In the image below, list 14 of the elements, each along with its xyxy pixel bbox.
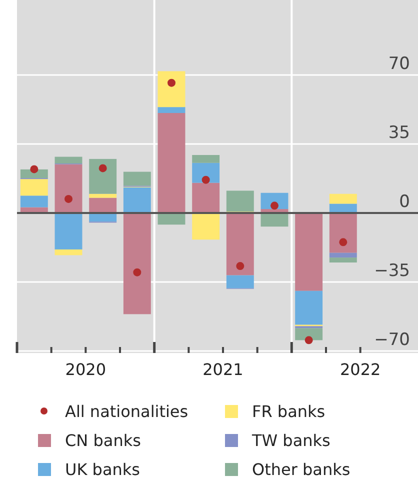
y-tick-label: −35 <box>374 261 410 282</box>
legend-label: CN banks <box>65 431 141 450</box>
legend-label: Other banks <box>252 460 350 479</box>
y-tick-label: 0 <box>399 192 410 212</box>
x-tick-label: 2022 <box>340 360 381 379</box>
legend-label: UK banks <box>65 460 140 479</box>
legend-label: TW banks <box>251 431 330 450</box>
legend-label: All nationalities <box>65 402 188 421</box>
x-tick-label: 2021 <box>202 360 244 379</box>
legend-label: FR banks <box>252 402 326 421</box>
y-tick-label: −70 <box>374 330 410 350</box>
y-tick-label: 35 <box>388 122 410 143</box>
x-tick-label: 2020 <box>65 360 106 379</box>
y-tick-label: 70 <box>388 54 410 74</box>
